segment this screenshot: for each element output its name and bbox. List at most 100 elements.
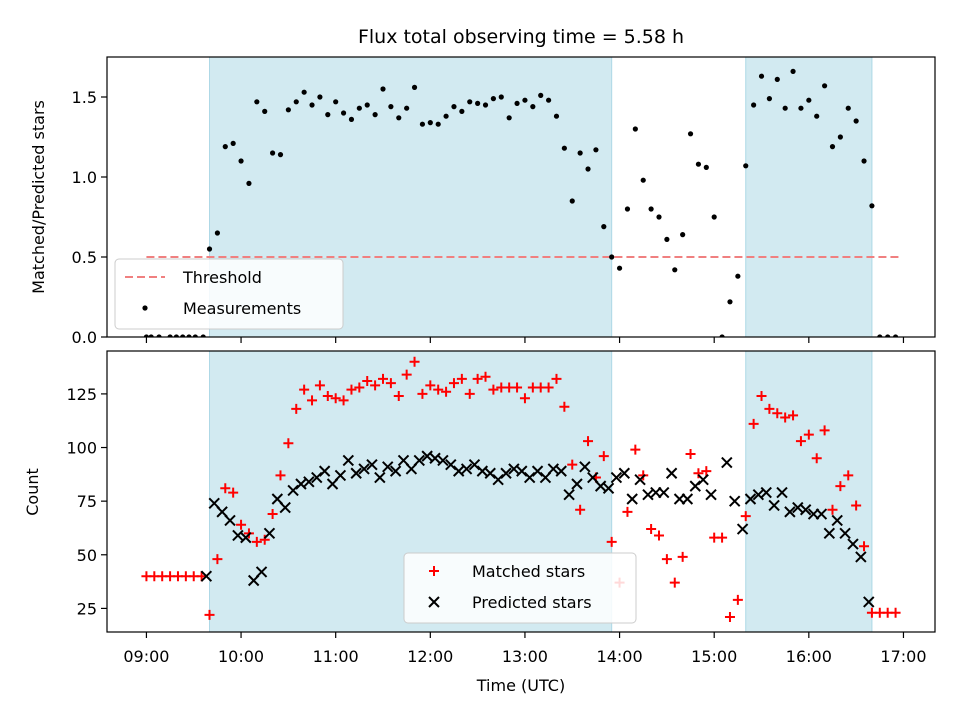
data-point	[472, 373, 483, 384]
x-tick-label: 17:00	[880, 647, 926, 666]
data-point	[656, 214, 662, 220]
data-point	[567, 459, 578, 470]
data-point	[593, 147, 599, 153]
data-point	[259, 534, 270, 545]
data-point	[790, 68, 796, 74]
legend: Matched stars Predicted stars	[403, 552, 637, 624]
data-point	[314, 380, 325, 391]
data-point	[697, 473, 709, 486]
shaded-interval-2	[745, 56, 873, 338]
data-point	[543, 382, 554, 393]
data-point	[173, 334, 179, 337]
plot-data	[143, 68, 901, 337]
data-point	[695, 161, 702, 167]
data-point	[642, 489, 654, 501]
data-point	[148, 334, 154, 337]
data-point	[727, 299, 733, 305]
data-point	[744, 493, 757, 505]
data-point	[459, 108, 465, 114]
bottom-y-axis-label: Count	[23, 468, 42, 516]
legend-label: Threshold	[182, 268, 262, 287]
data-point	[756, 391, 767, 402]
data-point	[490, 96, 496, 102]
data-point	[385, 378, 396, 389]
data-point	[240, 531, 252, 544]
data-point	[752, 489, 765, 501]
data-point	[322, 391, 333, 402]
data-point	[214, 230, 220, 236]
data-point	[480, 371, 491, 382]
data-point	[766, 96, 773, 102]
data-point	[362, 376, 373, 387]
data-point	[283, 438, 294, 449]
data-point	[448, 378, 459, 389]
legend-box	[403, 552, 637, 624]
data-point	[861, 158, 867, 164]
data-point	[143, 334, 150, 337]
legend-swatch	[142, 305, 148, 311]
data-point	[456, 373, 467, 384]
data-point	[156, 334, 162, 337]
data-point	[356, 105, 362, 111]
data-point	[433, 384, 444, 395]
x-tick-label: 12:00	[407, 647, 453, 666]
data-point	[689, 480, 701, 492]
data-point	[819, 425, 830, 436]
data-point	[827, 504, 838, 515]
data-point	[855, 551, 867, 563]
data-point	[238, 158, 244, 164]
x-tick-label: 13:00	[502, 647, 548, 666]
data-point	[760, 486, 772, 499]
data-point	[255, 566, 268, 578]
data-point	[388, 104, 394, 110]
data-point	[295, 478, 307, 490]
data-point	[743, 163, 749, 169]
data-point	[640, 177, 646, 183]
data-point	[467, 99, 473, 105]
data-point	[728, 495, 741, 507]
data-point	[583, 436, 594, 447]
data-point	[571, 478, 583, 490]
data-point	[460, 463, 473, 475]
data-point	[378, 373, 388, 384]
data-point	[364, 102, 370, 108]
data-point	[740, 511, 751, 522]
series-predicted-stars	[200, 450, 875, 608]
data-point	[425, 380, 436, 391]
data-point	[784, 506, 796, 518]
data-point	[287, 484, 299, 497]
data-point	[803, 429, 814, 440]
data-point	[559, 401, 570, 412]
data-point	[366, 458, 378, 471]
y-tick-label: 1.0	[72, 168, 97, 187]
legend: Threshold Measurements	[114, 258, 344, 330]
data-point	[484, 467, 496, 479]
data-point	[514, 100, 520, 106]
data-point	[445, 458, 457, 471]
data-point	[350, 467, 362, 479]
data-point	[291, 403, 302, 414]
data-point	[610, 471, 623, 484]
data-point	[299, 384, 310, 395]
data-point	[342, 454, 355, 467]
data-point	[892, 334, 899, 337]
data-point	[563, 489, 575, 501]
data-point	[285, 107, 291, 113]
data-point	[711, 214, 717, 220]
data-point	[845, 105, 851, 111]
data-point	[772, 408, 783, 419]
data-point	[508, 463, 520, 475]
data-point	[853, 118, 859, 124]
data-point	[401, 369, 412, 380]
legend-label: Matched stars	[472, 562, 585, 581]
data-point	[488, 384, 499, 395]
data-point	[654, 530, 664, 541]
data-point	[301, 89, 307, 95]
data-point	[254, 99, 260, 105]
data-point	[468, 458, 481, 471]
data-point	[609, 254, 615, 260]
data-point	[724, 611, 735, 622]
data-point	[429, 452, 441, 464]
data-point	[492, 473, 504, 486]
